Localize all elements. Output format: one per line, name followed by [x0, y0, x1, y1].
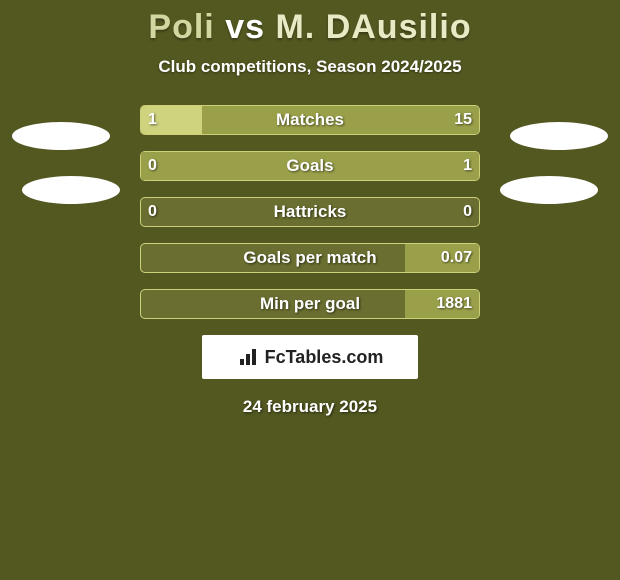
- stat-value-right: 0: [463, 197, 472, 227]
- chart-icon: [237, 347, 259, 367]
- logo-text: FcTables.com: [265, 347, 384, 368]
- vs-text: vs: [225, 8, 265, 46]
- stat-row: 1 Matches 15: [0, 105, 620, 135]
- stat-row: Goals per match 0.07: [0, 243, 620, 273]
- stat-row: 0 Goals 1: [0, 151, 620, 181]
- stat-label: Min per goal: [140, 289, 480, 319]
- snapshot-date: 24 february 2025: [0, 397, 620, 417]
- comparison-card: Poli vs M. DAusilio Club competitions, S…: [0, 0, 620, 580]
- stat-value-right: 0.07: [441, 243, 472, 273]
- stat-value-right: 15: [454, 105, 472, 135]
- page-title: Poli vs M. DAusilio: [0, 8, 620, 47]
- stat-row: 0 Hattricks 0: [0, 197, 620, 227]
- stat-value-right: 1: [463, 151, 472, 181]
- stat-label: Matches: [140, 105, 480, 135]
- stat-value-right: 1881: [436, 289, 472, 319]
- stat-label: Goals per match: [140, 243, 480, 273]
- stat-label: Goals: [140, 151, 480, 181]
- source-logo: FcTables.com: [202, 335, 418, 379]
- player2-name: M. DAusilio: [275, 8, 471, 46]
- stat-label: Hattricks: [140, 197, 480, 227]
- subtitle: Club competitions, Season 2024/2025: [0, 57, 620, 77]
- stat-row: Min per goal 1881: [0, 289, 620, 319]
- player1-name: Poli: [148, 8, 214, 46]
